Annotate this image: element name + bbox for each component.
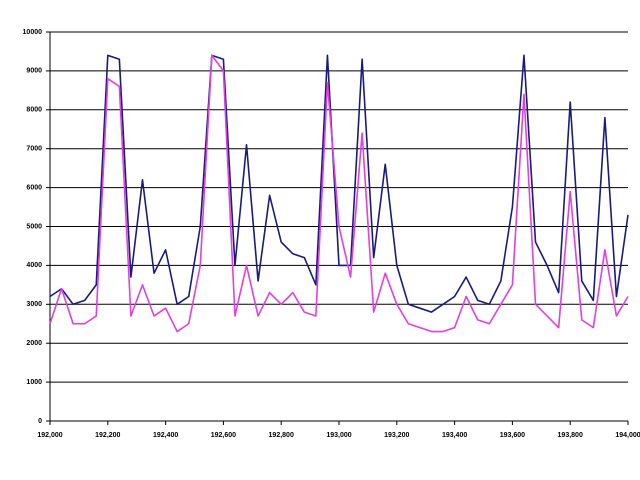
- y-tick-label: 0: [38, 418, 42, 425]
- x-tick-label: 193,000: [326, 432, 351, 439]
- y-tick-label: 7000: [26, 146, 42, 153]
- x-tick-label: 193,800: [558, 432, 583, 439]
- x-tick-label: 193,200: [384, 432, 409, 439]
- y-tick-label: 8000: [26, 107, 42, 114]
- y-tick-label: 9000: [26, 68, 42, 75]
- y-tick-label: 2000: [26, 340, 42, 347]
- x-tick-label: 192,000: [37, 432, 62, 439]
- x-tick-label: 192,400: [153, 432, 178, 439]
- y-tick-label: 5000: [26, 223, 42, 230]
- x-tick-label: 192,200: [95, 432, 120, 439]
- x-tick-label: 194,000: [615, 432, 640, 439]
- series-line: [49, 54, 629, 313]
- x-tick-label: 192,600: [211, 432, 236, 439]
- y-tick-label: 1000: [26, 379, 42, 386]
- y-tick-label: 6000: [26, 184, 42, 191]
- x-tick-label: 193,400: [442, 432, 467, 439]
- y-tick-label: 10000: [23, 29, 43, 36]
- y-tick-label: 4000: [26, 262, 42, 269]
- x-tick-label: 192,800: [269, 432, 294, 439]
- x-tick-label: 193,600: [500, 432, 525, 439]
- y-tick-label: 3000: [26, 301, 42, 308]
- series-line: [49, 54, 629, 333]
